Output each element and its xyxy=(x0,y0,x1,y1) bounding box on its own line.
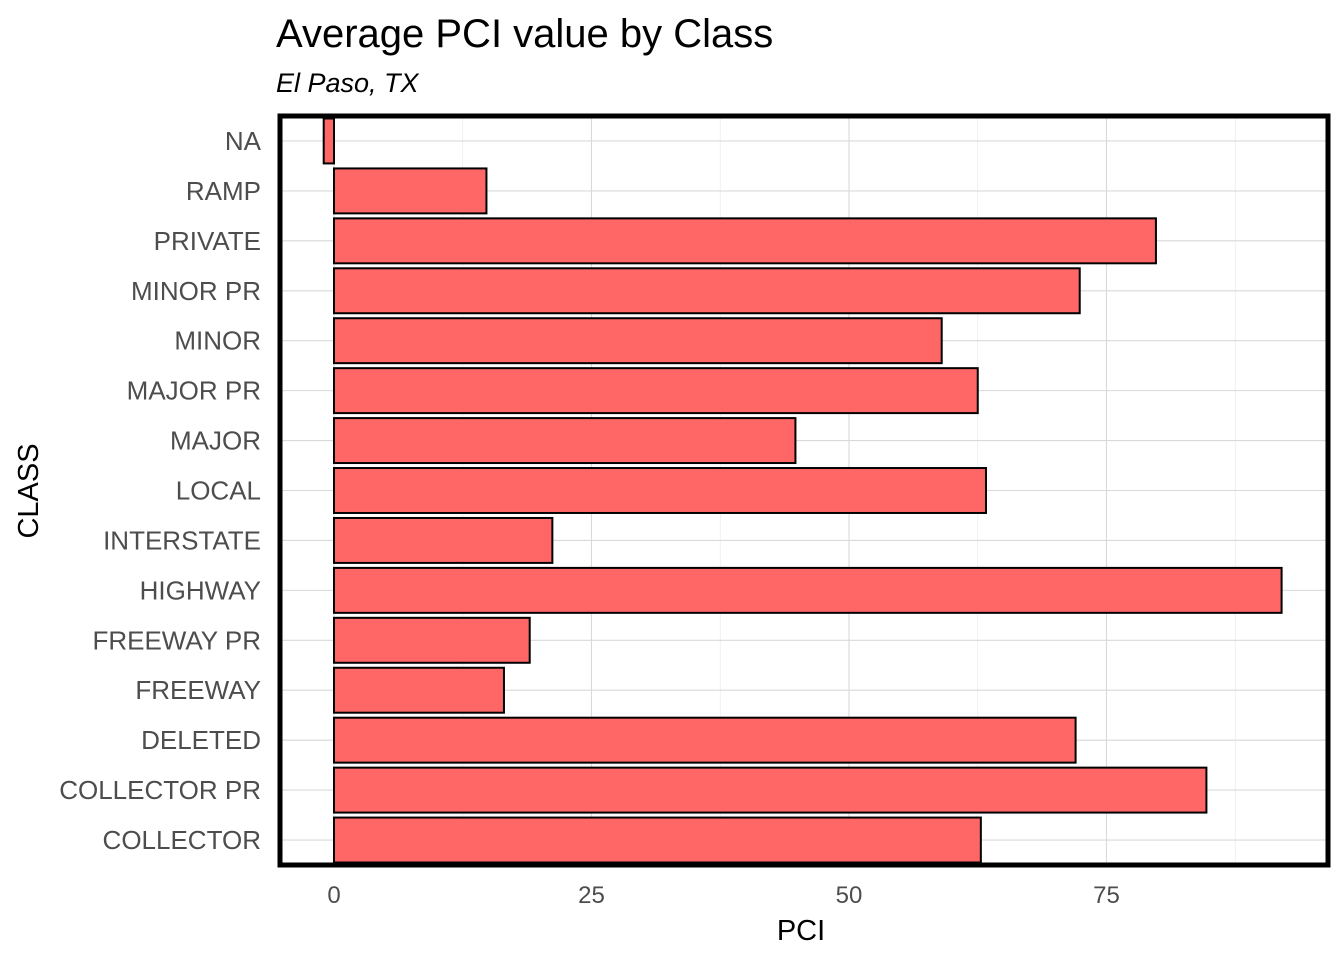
x-axis-title: PCI xyxy=(777,915,825,947)
bar-minor xyxy=(333,317,943,365)
bar-freeway xyxy=(333,666,505,714)
bar-private xyxy=(333,217,1157,265)
y-tick-label: PRIVATE xyxy=(154,226,261,256)
y-tick-label: COLLECTOR PR xyxy=(59,775,261,805)
bar-freeway-pr xyxy=(333,616,531,664)
y-tick-label: MINOR xyxy=(174,326,261,356)
y-tick-label: MINOR PR xyxy=(131,276,261,306)
bar-major-pr xyxy=(333,367,979,415)
bar-na xyxy=(322,117,336,165)
x-tick-label: 25 xyxy=(578,882,605,909)
bar-interstate xyxy=(333,516,554,564)
bar-ramp xyxy=(333,167,488,215)
y-tick-label: NA xyxy=(225,126,262,156)
bar-collector xyxy=(333,816,982,864)
bars xyxy=(322,117,1283,864)
y-tick-label: MAJOR PR xyxy=(127,376,261,406)
y-tick-label: LOCAL xyxy=(176,476,261,506)
bar-collector-pr xyxy=(333,766,1208,814)
x-tick-label: 50 xyxy=(836,882,863,909)
y-tick-label: HIGHWAY xyxy=(140,575,261,605)
bar-major xyxy=(333,417,797,465)
y-tick-label: INTERSTATE xyxy=(103,525,261,555)
y-tick-label: COLLECTOR xyxy=(103,825,261,855)
x-tick-label: 0 xyxy=(327,882,340,909)
y-tick-label: RAMP xyxy=(186,176,261,206)
y-tick-label: FREEWAY xyxy=(135,675,261,705)
chart-title: Average PCI value by Class xyxy=(276,12,773,56)
y-axis-title: CLASS xyxy=(13,443,45,538)
y-tick-label: DELETED xyxy=(141,725,261,755)
y-tick-label: FREEWAY PR xyxy=(92,625,261,655)
bar-minor-pr xyxy=(333,267,1081,315)
bar-local xyxy=(333,467,987,514)
bar-highway xyxy=(333,566,1283,614)
chart-subtitle: El Paso, TX xyxy=(276,68,420,98)
x-axis-tick-labels: 0 25 50 75 xyxy=(327,882,1120,909)
bar-deleted xyxy=(333,716,1077,764)
x-tick-label: 75 xyxy=(1093,882,1120,909)
panel-border xyxy=(277,113,1331,868)
y-tick-label: MAJOR xyxy=(170,426,261,456)
y-axis-tick-labels: COLLECTOR COLLECTOR PR DELETED FREEWAY FREEW… xyxy=(59,126,261,855)
